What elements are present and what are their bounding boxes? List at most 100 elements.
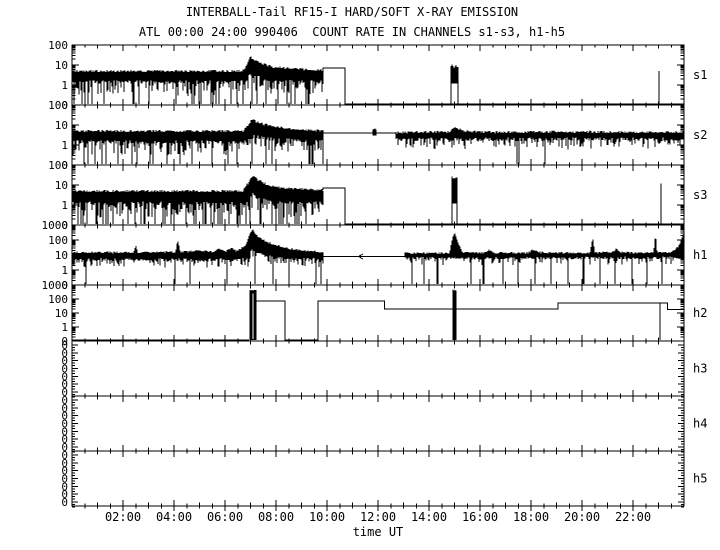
- y-tick-label: 0: [61, 449, 68, 462]
- y-tick-label: 0: [61, 418, 68, 431]
- time-ticks: [84, 341, 672, 396]
- page-subtitle: ATL 00:00 24:00 990406 COUNT RATE IN CHA…: [138, 25, 566, 39]
- y-tick-label: 0: [61, 425, 68, 438]
- x-tick-label: 12:00: [360, 510, 396, 524]
- series-line: [322, 187, 684, 225]
- series-band: [71, 229, 324, 285]
- y-tick-label: 1: [61, 321, 68, 334]
- y-tick-label: 1: [61, 199, 68, 212]
- panel-frame: [71, 450, 685, 507]
- bottom-time-axis: 02:00 04:00 06:00 08:00 10:00 12:00 14:00 16:00…: [84, 506, 672, 539]
- series-band: [71, 56, 324, 104]
- y-tick-label: 1: [61, 264, 68, 277]
- panel-frame: [71, 395, 685, 452]
- panel-label-h4: h4: [693, 417, 707, 431]
- series-dropouts: [411, 256, 663, 285]
- panel-frame: [71, 340, 685, 397]
- series-line: [456, 302, 684, 341]
- y-tick-label: 10: [55, 59, 68, 72]
- y-tick-label: 0: [61, 99, 68, 112]
- panel-label-s3: s3: [693, 188, 707, 202]
- data-marker-arrow: [358, 253, 368, 260]
- x-tick-label: 08:00: [258, 510, 294, 524]
- y-tick-label: 0: [61, 347, 68, 360]
- y-tick-label: 0: [61, 465, 68, 478]
- y-tick-label: 0: [61, 457, 68, 470]
- series-blockspike: [452, 289, 457, 341]
- y-tick-label: 0: [61, 159, 68, 172]
- y-tick-label: 0: [61, 496, 68, 509]
- x-tick-label: 20:00: [564, 510, 600, 524]
- y-ticks: [72, 399, 684, 453]
- series-line: [322, 67, 684, 105]
- y-tick-label: 0: [61, 488, 68, 501]
- series-blockspike: [450, 64, 459, 105]
- y-tick-label: 0: [61, 410, 68, 423]
- y-tick-label: 100: [48, 234, 68, 247]
- bottom-axis-ticks: [84, 506, 672, 511]
- y-tick-label: 0: [61, 386, 68, 399]
- y-tick-label: 1: [61, 139, 68, 152]
- x-tick-label: 14:00: [411, 510, 447, 524]
- series-line: [256, 300, 453, 341]
- y-tick-label: 1: [61, 79, 68, 92]
- panel-label-h5: h5: [693, 472, 707, 486]
- time-ticks: [84, 396, 672, 451]
- x-tick-label: 04:00: [156, 510, 192, 524]
- x-tick-label: 16:00: [462, 510, 498, 524]
- y-tick-label: 100: [48, 99, 68, 112]
- y-tick-label: 1000: [42, 219, 69, 232]
- series-band: [71, 176, 324, 224]
- time-ticks: [84, 105, 672, 165]
- x-tick-label: 02:00: [105, 510, 141, 524]
- y-tick-label: 0: [61, 355, 68, 368]
- y-ticks: [72, 454, 684, 508]
- y-tick-label: 0: [61, 480, 68, 493]
- x-tick-label: 10:00: [309, 510, 345, 524]
- panel-label-h1: h1: [693, 248, 707, 262]
- y-tick-label: 0: [61, 370, 68, 383]
- y-tick-label: 0: [61, 335, 68, 348]
- page-title: INTERBALL-Tail RF15-I HARD/SOFT X-RAY EM…: [185, 5, 519, 19]
- y-ticks: [72, 344, 684, 398]
- series-band: [395, 126, 685, 164]
- series-blockspike: [372, 128, 377, 136]
- y-tick-label: 0: [61, 378, 68, 391]
- y-tick-label: 10: [55, 249, 68, 262]
- time-ticks: [84, 225, 672, 285]
- y-tick-label: 0: [61, 402, 68, 415]
- y-tick-label: 100: [48, 159, 68, 172]
- y-tick-label: 0: [61, 394, 68, 407]
- panel-label-s2: s2: [693, 128, 707, 142]
- y-tick-label: 10: [55, 119, 68, 132]
- y-tick-label: 0: [61, 219, 68, 232]
- panel-label-h3: h3: [693, 362, 707, 376]
- y-tick-label: 1000: [42, 279, 69, 292]
- time-ticks: [84, 451, 672, 506]
- y-tick-label: 0: [61, 279, 68, 292]
- x-tick-label: 06:00: [207, 510, 243, 524]
- panel-label-h2: h2: [693, 306, 707, 320]
- series-band: [404, 233, 685, 266]
- y-tick-label: 0: [61, 473, 68, 486]
- y-tick-label: 0: [61, 441, 68, 454]
- y-tick-label: 10: [55, 307, 68, 320]
- y-tick-label: 0: [61, 339, 68, 352]
- series-blockspike: [451, 176, 458, 225]
- x-tick-label: 22:00: [615, 510, 651, 524]
- y-tick-label: 10: [55, 179, 68, 192]
- panel-frame: [71, 284, 685, 342]
- x-tick-label: 18:00: [513, 510, 549, 524]
- series-band: [71, 119, 324, 164]
- y-tick-label: 100: [48, 293, 68, 306]
- y-ticks: [72, 284, 684, 342]
